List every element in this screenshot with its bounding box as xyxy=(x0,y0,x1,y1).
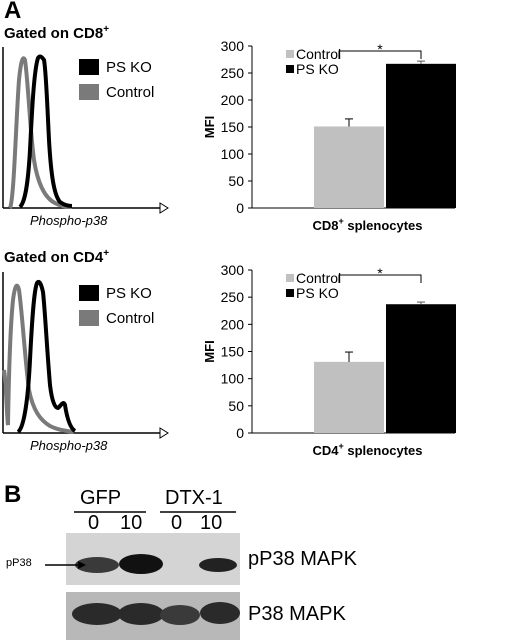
lane-label-1: 0 xyxy=(88,512,100,534)
lane-label-3: 0 xyxy=(171,512,183,534)
chart1-significance-bracket xyxy=(338,50,422,59)
histogram-cd8-axis-arrow xyxy=(159,202,169,214)
chart1-ytick-label: 200 xyxy=(221,92,245,108)
histogram-cd4-title: Gated on CD4+ xyxy=(4,248,110,266)
chart1-legend-label: PS KO xyxy=(296,61,339,77)
chart1-ylabel: MFI xyxy=(202,116,217,138)
blot-p38-band-1 xyxy=(72,603,122,625)
legend-label-control: Control xyxy=(106,84,155,101)
legend-swatch-pskko xyxy=(79,59,99,75)
chart2-ytick-label: 0 xyxy=(236,425,244,441)
legend-swatch-control xyxy=(79,84,99,100)
chart1-ytick-label: 50 xyxy=(228,173,244,189)
chart2-ytick-label: 150 xyxy=(221,344,245,360)
chart2-legend-label: PS KO xyxy=(296,285,339,301)
blot-ppp38-band-2 xyxy=(119,554,163,574)
blot-label-ppp38: pP38 MAPK xyxy=(248,548,357,570)
chart1-legend-swatch xyxy=(286,50,294,58)
chart2-ytick-label: 300 xyxy=(221,262,245,278)
blot-ppp38-band-4 xyxy=(199,558,237,572)
panel-b-letter: B xyxy=(4,481,22,508)
chart2-significance-star: * xyxy=(377,265,383,281)
chart2-ytick-label: 200 xyxy=(221,316,245,332)
chart2-ytick-label: 50 xyxy=(228,398,244,414)
legend-label-pskko: PS KO xyxy=(106,59,152,76)
blot-label-p38: P38 MAPK xyxy=(248,603,346,625)
chart2-ytick-label: 250 xyxy=(221,289,245,305)
chart1-legend-label: Control xyxy=(296,46,341,62)
histogram-cd8-pskko-curve xyxy=(18,54,73,209)
legend-swatch-pskko-2 xyxy=(79,285,99,301)
chart1-ytick-label: 100 xyxy=(221,146,245,162)
chart2-bar-control xyxy=(314,361,384,433)
blot-ppp38-band-1 xyxy=(75,557,119,573)
histogram-cd4-xlabel: Phospho-p38 xyxy=(30,438,108,453)
chart1-significance-star: * xyxy=(377,41,383,57)
chart1-ytick-label: 300 xyxy=(221,38,245,54)
chart1-bar-control xyxy=(314,126,384,208)
chart2-bar-ps-ko xyxy=(386,304,456,433)
panel-a-letter: A xyxy=(4,0,22,24)
chart2-significance-bracket xyxy=(338,274,422,283)
histogram-cd4-pskko-curve xyxy=(16,279,77,434)
blot-p38-band-2 xyxy=(118,603,164,625)
pp38-arrow-head xyxy=(78,561,86,569)
lane-label-2: 10 xyxy=(120,512,143,534)
blot-p38-band-3 xyxy=(160,605,200,625)
chart2-ylabel: MFI xyxy=(202,340,217,362)
legend-label-control-2: Control xyxy=(106,310,155,327)
pp38-arrow-label: pP38 xyxy=(6,557,32,569)
histogram-cd8-xlabel: Phospho-p38 xyxy=(30,213,108,228)
chart2-ytick-label: 100 xyxy=(221,371,245,387)
lane-label-4: 10 xyxy=(200,512,223,534)
chart1-bar-ps-ko xyxy=(386,63,456,208)
chart2-category-label: CD4+ splenocytes xyxy=(312,441,422,458)
histogram-cd8-title: Gated on CD8+ xyxy=(4,24,110,42)
histogram-cd4-control-curve xyxy=(2,283,75,434)
chart2-legend-label: Control xyxy=(296,270,341,286)
chart1-ytick-label: 0 xyxy=(236,200,244,216)
group-label-dtx1: DTX-1 xyxy=(165,487,223,509)
chart1-ytick-label: 250 xyxy=(221,65,245,81)
histogram-cd8-control-curve xyxy=(8,56,73,209)
chart2-legend-swatch xyxy=(286,289,294,297)
chart2-legend-swatch xyxy=(286,274,294,282)
histogram-cd4-axis-arrow xyxy=(159,427,169,439)
legend-swatch-control-2 xyxy=(79,310,99,326)
chart1-category-label: CD8+ splenocytes xyxy=(312,216,422,233)
legend-label-pskko-2: PS KO xyxy=(106,285,152,302)
blot-p38-band-4 xyxy=(200,602,240,624)
chart1-legend-swatch xyxy=(286,65,294,73)
group-label-gfp: GFP xyxy=(80,487,122,509)
chart1-ytick-label: 150 xyxy=(221,119,245,135)
